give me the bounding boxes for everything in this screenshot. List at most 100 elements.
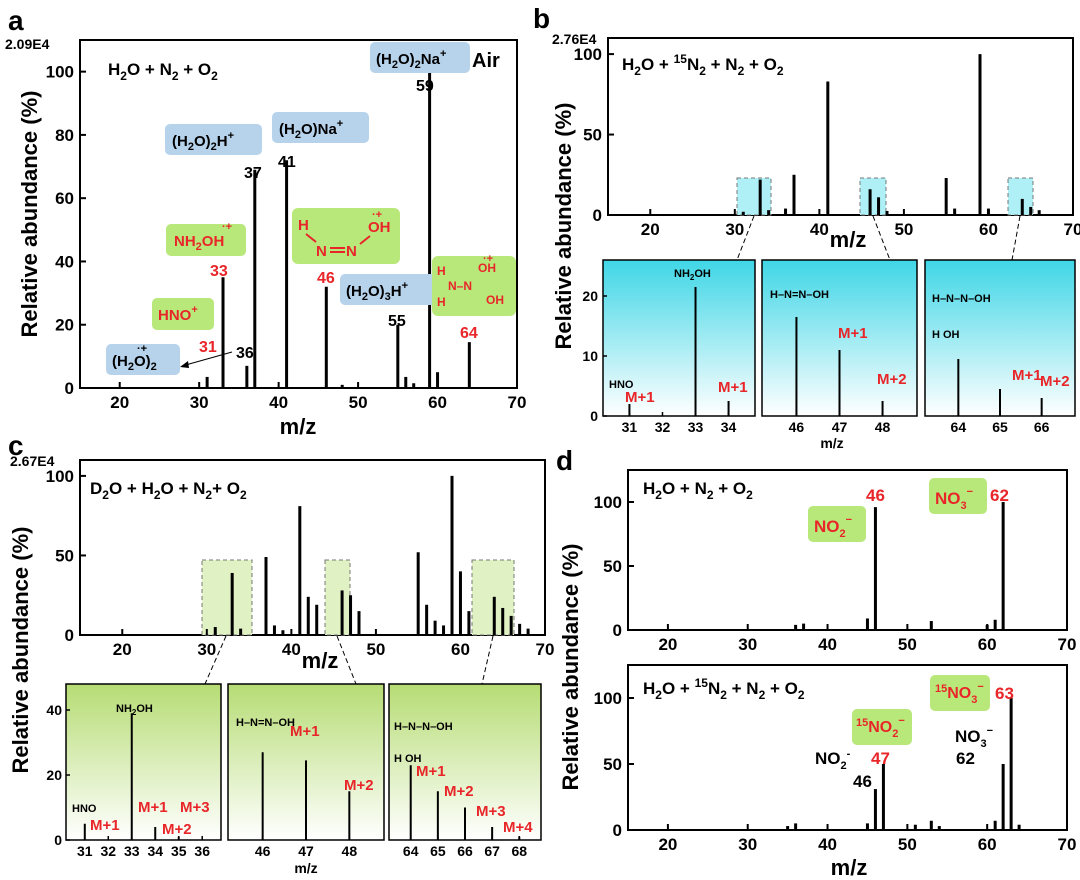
c-inset-ytick-20: 20 <box>46 767 62 783</box>
b-xtick-70: 70 <box>1064 220 1080 239</box>
b-inset-3-xtick-66: 66 <box>1034 419 1050 435</box>
c-ytick-50: 50 <box>55 546 74 565</box>
scale-label-c: 2.67E4 <box>10 453 55 469</box>
species-h2o2h: (H2O)2H+ <box>172 130 234 153</box>
c-mark-7: M+2 <box>444 783 474 800</box>
species-no3-bottom: NO3− <box>955 725 993 750</box>
peak-label-59: 59 <box>416 78 434 95</box>
zoom-arrow-b3 <box>1011 215 1021 261</box>
species-nh2oh: NH2OH <box>174 233 224 253</box>
peak-label-d-47: 47 <box>871 749 890 768</box>
c-inset-3-xtick-64: 64 <box>403 843 419 859</box>
d-top-ytick-0: 0 <box>613 621 622 640</box>
a-ytick-100: 100 <box>46 63 74 82</box>
c-inset2-struct: H–N=N–OH <box>236 717 295 729</box>
species-h2o3h: (H2O)3H+ <box>346 280 408 303</box>
panel-c: 2.67E4 20 30 40 50 60 70 0 50 100 m/z D2O + H2O … <box>8 453 554 876</box>
a-xtick-60: 60 <box>428 393 447 412</box>
c-inset-1-xtick-34: 34 <box>147 843 163 859</box>
bars-b <box>741 54 1041 215</box>
a-ytick-60: 60 <box>55 189 74 208</box>
b-ytick-100: 100 <box>574 45 602 64</box>
bond-hn <box>305 233 317 243</box>
d-bottom-xtick-20: 20 <box>658 835 677 854</box>
plot-frame-d-bottom <box>627 664 1068 831</box>
c-inset3-struct2: H OH <box>394 753 422 765</box>
species-n15o2: 15NO2− <box>856 715 905 740</box>
box-nh2oh <box>166 224 246 256</box>
box-no2 <box>808 506 866 542</box>
a-xtick-70: 70 <box>508 393 527 412</box>
b-inset-ytick-0: 0 <box>590 408 598 424</box>
c-inset3-struct1: H–N–N–OH <box>394 721 453 733</box>
d-bottom-xtick-70: 70 <box>1058 835 1077 854</box>
b-xtick-30: 30 <box>725 220 744 239</box>
y-axis-title-a: Relative abundance (%) <box>17 91 42 338</box>
plot-frame-b <box>607 37 1074 216</box>
peak-label-d-62b: 62 <box>956 749 975 768</box>
c-mark-5: M+2 <box>344 777 374 794</box>
x-axis-title-d: m/z <box>831 855 868 880</box>
b-inset3-struct1: H–N–N–OH <box>932 293 991 305</box>
b-inset1-nh2oh: NH2OH <box>674 268 711 282</box>
peak-label-31: 31 <box>199 339 217 356</box>
peak-label-41: 41 <box>278 154 296 171</box>
c-xtick-20: 20 <box>113 640 132 659</box>
ticks-d-top: 20 30 40 50 60 70 0 50 100 <box>594 493 1077 654</box>
arrow-head-36 <box>180 361 189 368</box>
c-ytick-0: 0 <box>65 626 74 645</box>
b-inset-3-xtick-65: 65 <box>992 419 1008 435</box>
c-inset-1-xtick-31: 31 <box>77 843 93 859</box>
y-axis-title-b: Relative abundance (%) <box>551 103 576 350</box>
b-mark-3: M+2 <box>877 371 907 388</box>
species-no2-bottom: NO2- <box>815 748 851 772</box>
species-hnnoh2-oh2: OH <box>486 293 504 307</box>
c-inset1-nh2oh: NH2OH <box>116 703 153 717</box>
a-xtick-50: 50 <box>349 393 368 412</box>
c-inset-3-xtick-65: 65 <box>430 843 446 859</box>
air-label: Air <box>472 50 500 72</box>
radical-mark-h2o: ·+ <box>137 343 147 355</box>
panel-letter-c: c <box>8 430 24 461</box>
zoom-arrow-c2 <box>336 635 357 685</box>
plot-frame-c <box>79 459 546 636</box>
box-h2o-cation <box>106 344 180 375</box>
zoom-arrow-c3 <box>481 635 494 685</box>
c-mark-1: M+1 <box>138 799 168 816</box>
b-xtick-50: 50 <box>894 220 913 239</box>
legend-d-bottom: H2O + 15N2 + N2 + O2 <box>643 676 805 702</box>
b-inset-3-xtick-64: 64 <box>951 419 967 435</box>
a-xtick-30: 30 <box>190 393 209 412</box>
zoom-box-b2 <box>859 177 887 216</box>
legend-d-top: H2O + N2 + O2 <box>643 479 753 502</box>
d-top-ytick-50: 50 <box>603 557 622 576</box>
bars-d-bottom <box>786 698 1021 830</box>
d-top-xtick-20: 20 <box>658 635 677 654</box>
panel-letter-a: a <box>8 5 24 36</box>
species-hnnoh2-h: H <box>437 295 446 309</box>
radical-mark-hnnoh2: ·+ <box>483 253 493 265</box>
peak-label-37: 37 <box>244 165 262 182</box>
ticks-b: 20 30 40 50 60 70 0 50 100 <box>574 45 1080 239</box>
c-inset-ytick-0: 0 <box>54 832 62 848</box>
c-inset-3-xtick-68: 68 <box>511 843 527 859</box>
species-hnnoh2-oh1: OH <box>478 261 496 275</box>
c-inset-1-xtick-32: 32 <box>100 843 116 859</box>
species-hno: HNO+ <box>158 304 198 324</box>
c-mark-8: M+3 <box>476 803 506 820</box>
a-xtick-20: 20 <box>110 393 129 412</box>
a-ytick-80: 80 <box>55 126 74 145</box>
box-n15o3 <box>930 675 990 711</box>
box-h2o3h <box>340 274 437 305</box>
species-hnnoh-oh: OH <box>368 219 391 236</box>
peak-label-d-46b: 46 <box>853 772 872 791</box>
peak-label-36: 36 <box>236 345 254 362</box>
zoom-box-b1 <box>736 177 772 216</box>
b-mark-1: M+1 <box>718 379 748 396</box>
d-bottom-xtick-60: 60 <box>978 835 997 854</box>
box-hnnoh <box>292 208 400 264</box>
peak-label-d-46: 46 <box>866 486 885 505</box>
d-bottom-ytick-100: 100 <box>594 689 622 708</box>
